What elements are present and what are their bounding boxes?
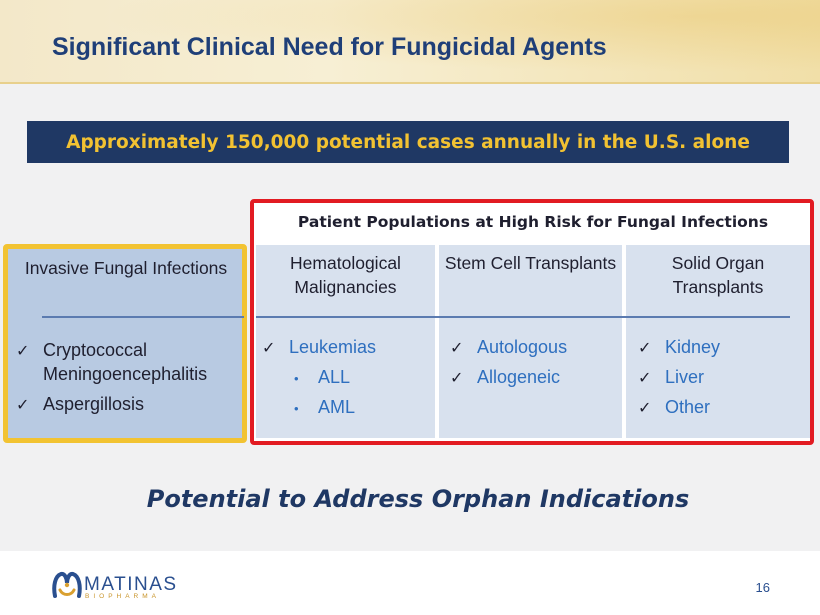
column-hematological: Hematological Malignancies [256, 245, 435, 438]
list-item: • ALL [262, 363, 376, 393]
logo-subtitle: BIOPHARMA [85, 593, 161, 600]
column-heading: Hematological Malignancies [290, 253, 401, 297]
column-stem-cell: Stem Cell Transplants [439, 245, 622, 438]
stem-cell-list: ✓ Autologous ✓ Allogeneic [450, 333, 567, 393]
list-item: • AML [262, 393, 376, 423]
column-heading: Solid Organ Transplants [671, 253, 765, 297]
list-item: ✓ Liver [638, 363, 720, 393]
tagline: Potential to Address Orphan Indications [146, 485, 690, 513]
populations-title: Patient Populations at High Risk for Fun… [297, 213, 769, 231]
banner-text: Approximately 150,000 potential cases an… [66, 131, 750, 153]
column-solid-organ: Solid Organ Transplants [626, 245, 810, 438]
invasive-infections-panel [3, 244, 247, 443]
banner: Approximately 150,000 potential cases an… [27, 121, 789, 163]
check-icon: ✓ [16, 343, 30, 360]
list-item: ✓ Kidney [638, 333, 720, 363]
check-icon: ✓ [450, 340, 464, 357]
footer [0, 551, 820, 615]
list-item: ✓ Leukemias [262, 333, 376, 363]
check-icon: ✓ [450, 370, 464, 387]
slide-title: Significant Clinical Need for Fungicidal… [52, 33, 607, 61]
title-bar [0, 0, 820, 84]
invasive-infections-list: ✓ Cryptococcal Meningoencephalitis ✓ Asper… [16, 338, 243, 418]
check-icon: ✓ [638, 340, 652, 357]
invasive-infections-heading: Invasive Fungal Infections [24, 258, 228, 278]
check-icon: ✓ [638, 370, 652, 387]
logo-name: MATINAS [84, 574, 178, 595]
list-item: ✓ Allogeneic [450, 363, 567, 393]
check-icon: ✓ [16, 397, 30, 414]
matinas-logo-icon [52, 571, 82, 598]
column-heading: Stem Cell Transplants [444, 253, 617, 273]
check-icon: ✓ [638, 400, 652, 417]
list-item: ✓ Aspergillosis [16, 392, 243, 418]
list-item: ✓ Autologous [450, 333, 567, 363]
check-icon: ✓ [262, 340, 276, 357]
bullet-icon: • [294, 401, 299, 416]
columns-divider [256, 316, 790, 318]
solid-organ-list: ✓ Kidney ✓ Liver ✓ Other [638, 333, 720, 423]
page-number: 16 [755, 580, 770, 595]
list-item: ✓ Other [638, 393, 720, 423]
left-panel-divider [42, 316, 244, 318]
hematological-list: ✓ Leukemias • ALL • AML [262, 333, 376, 423]
list-item: ✓ Cryptococcal Meningoencephalitis [16, 340, 208, 384]
bullet-icon: • [294, 371, 299, 386]
